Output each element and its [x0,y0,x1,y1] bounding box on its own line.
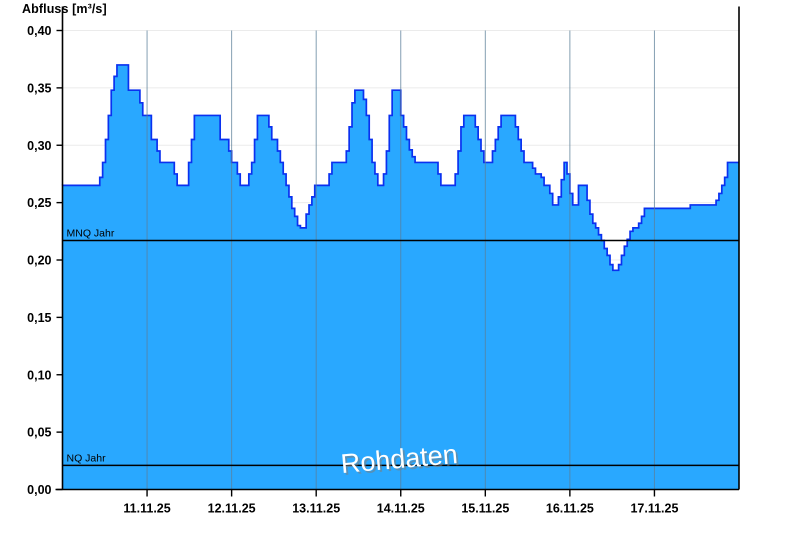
y-tick-label: 0,25 [27,196,51,210]
x-tick-label: 11.11.25 [123,502,170,516]
x-tick-label: 12.11.25 [208,502,256,516]
x-tick-label: 16.11.25 [546,502,594,516]
axis-frame [55,6,740,491]
reference-line-label: NQ Jahr [67,452,107,464]
y-tick-label: 0,05 [27,426,51,440]
x-axis-tick-labels: 11.11.25 12.11.25 13.11.25 14.11.25 15.11.25… [123,502,678,516]
reference-lines: MNQ Jahr NQ Jahr [62,227,739,467]
y-tick-label: 0,15 [27,311,51,325]
x-tick-label: 15.11.25 [461,502,509,516]
reference-line-label: MNQ Jahr [67,227,115,239]
y-axis-tick-marks [56,29,63,491]
y-tick-label: 0,00 [27,483,51,497]
y-tick-label: 0,35 [27,81,51,95]
vertical-gridlines [146,30,655,490]
y-tick-label: 0,30 [27,139,51,153]
y-tick-label: 0,20 [27,254,51,268]
x-tick-label: 13.11.25 [292,502,340,516]
x-axis-tick-marks [146,489,656,497]
discharge-step-line [61,64,739,272]
x-tick-label: 14.11.25 [377,502,425,516]
y-axis-tick-labels: 0,00 0,05 0,10 0,15 0,20 0,25 0,30 0,35 0,40 [27,24,51,497]
x-tick-label: 17.11.25 [630,502,678,516]
y-axis-title: Abfluss [m³/s] [22,2,107,16]
y-tick-label: 0,40 [27,24,51,38]
y-tick-label: 0,10 [27,368,51,382]
